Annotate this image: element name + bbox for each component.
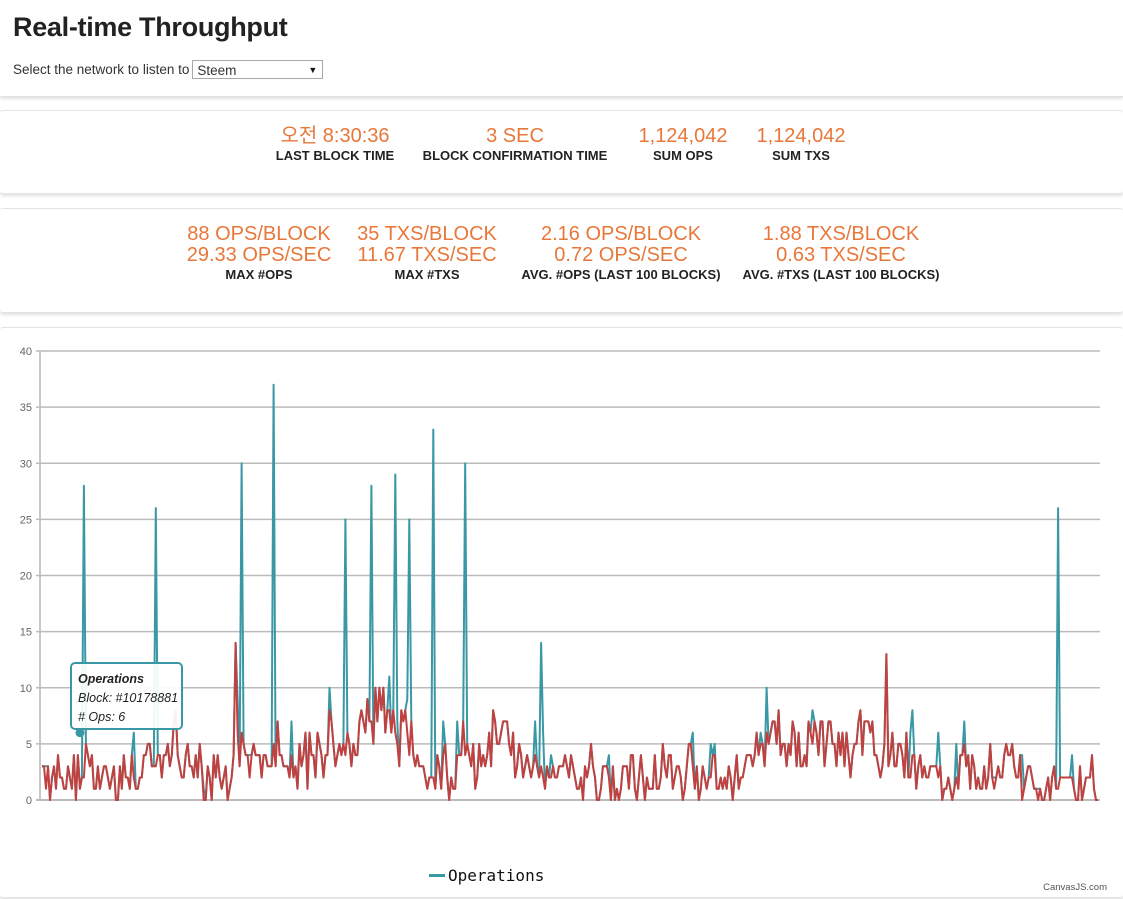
- stat-value-per-block: 88 OPS/BLOCK: [187, 223, 331, 245]
- y-tick-label: 35: [20, 402, 32, 414]
- tooltip-block: Block: #10178881: [78, 691, 179, 705]
- stat-avg-txs: 1.88 TXS/BLOCK 0.63 TXS/SEC AVG. #TXS (L…: [743, 224, 940, 283]
- y-tick-label: 15: [20, 627, 32, 639]
- y-tick-label: 30: [20, 458, 32, 470]
- stat-max-ops: 88 OPS/BLOCK 29.33 OPS/SEC MAX #OPS: [187, 224, 332, 283]
- stat-avg-ops: 2.16 OPS/BLOCK 0.72 OPS/SEC AVG. #OPS (L…: [521, 224, 720, 283]
- chart-legend[interactable]: Operations: [429, 866, 544, 885]
- stat-value-per-block: 35 TXS/BLOCK: [357, 223, 497, 245]
- page-title: Real-time Throughput: [13, 12, 288, 42]
- stat-sum-txs: 1,124,042 SUM TXS: [757, 126, 846, 164]
- y-tick-label: 40: [20, 346, 32, 358]
- stat-block-confirmation-time: 3 SEC BLOCK CONFIRMATION TIME: [423, 126, 608, 164]
- stat-value: 오전 8:30:36: [280, 125, 390, 147]
- stat-value-per-sec: 11.67 TXS/SEC: [357, 244, 497, 266]
- highlighted-data-point[interactable]: [75, 728, 85, 738]
- tooltip-title: Operations: [78, 672, 144, 686]
- stat-value: 3 SEC: [486, 125, 544, 147]
- stat-sum-ops: 1,124,042 SUM OPS: [639, 126, 728, 164]
- dropdown-arrow-icon: ▼: [308, 65, 318, 75]
- y-tick-label: 25: [20, 514, 32, 526]
- stat-label: AVG. #OPS (LAST 100 BLOCKS): [521, 267, 721, 282]
- canvasjs-credit[interactable]: CanvasJS.com: [1043, 882, 1107, 893]
- tooltip-ops: # Ops: 6: [78, 710, 126, 724]
- network-select-value: Steem: [197, 63, 237, 78]
- stat-label: SUM OPS: [653, 148, 713, 163]
- series-line-transactions[interactable]: [42, 641, 1098, 801]
- page-header: Real-time Throughput Select the network …: [0, 0, 1123, 97]
- summary-panel: 오전 8:30:36 LAST BLOCK TIME 3 SEC BLOCK C…: [0, 110, 1123, 194]
- stat-value: 1,124,042: [638, 125, 728, 147]
- stat-label: AVG. #TXS (LAST 100 BLOCKS): [742, 267, 940, 282]
- chart-panel: [0, 327, 1123, 898]
- stat-value-per-sec: 0.63 TXS/SEC: [776, 244, 906, 266]
- stat-label: LAST BLOCK TIME: [275, 148, 395, 163]
- y-tick-label: 10: [20, 683, 32, 695]
- stat-value-per-sec: 0.72 OPS/SEC: [554, 244, 688, 266]
- grid-lines: [36, 350, 1100, 801]
- stat-label: MAX #OPS: [225, 267, 293, 282]
- stat-max-txs: 35 TXS/BLOCK 11.67 TXS/SEC MAX #TXS: [357, 224, 497, 283]
- rates-panel: 88 OPS/BLOCK 29.33 OPS/SEC MAX #OPS 35 T…: [0, 208, 1123, 313]
- stat-last-block-time: 오전 8:30:36 LAST BLOCK TIME: [276, 126, 394, 164]
- stat-label: MAX #TXS: [394, 267, 460, 282]
- series-line-operations[interactable]: [42, 383, 1098, 801]
- stat-value-per-block: 1.88 TXS/BLOCK: [762, 223, 920, 245]
- legend-label-operations: Operations: [448, 866, 545, 885]
- chart-tooltip: Operations Block: #10178881 # Ops: 6: [70, 662, 183, 730]
- y-tick-label: 5: [26, 739, 32, 751]
- network-select-label: Select the network to listen to: [13, 62, 190, 77]
- stat-value-per-block: 2.16 OPS/BLOCK: [540, 223, 702, 245]
- stat-label: SUM TXS: [772, 148, 830, 163]
- y-tick-label: 20: [20, 571, 32, 583]
- network-select[interactable]: Steem ▼: [192, 60, 324, 79]
- legend-swatch-operations: [429, 874, 445, 877]
- stat-value: 1,124,042: [756, 125, 846, 147]
- series-layer: [42, 383, 1098, 801]
- y-tick-label: 0: [26, 795, 32, 807]
- network-select-row: Select the network to listen to Steem ▼: [13, 60, 324, 79]
- stat-label: BLOCK CONFIRMATION TIME: [422, 148, 608, 163]
- y-axis-ticks: 0 5 10 15 20 25 30 35 40: [20, 346, 32, 807]
- stat-value-per-sec: 29.33 OPS/SEC: [186, 244, 332, 266]
